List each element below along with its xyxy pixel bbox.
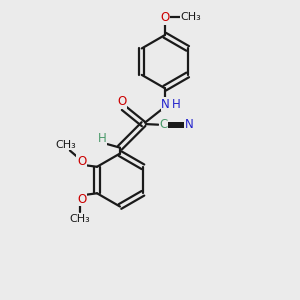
Text: CH₃: CH₃	[56, 140, 76, 150]
Text: O: O	[160, 11, 169, 24]
Text: C: C	[159, 118, 167, 131]
Text: O: O	[77, 155, 86, 168]
Text: H: H	[172, 98, 181, 111]
Text: N: N	[161, 98, 170, 111]
Text: O: O	[117, 95, 127, 108]
Text: N: N	[185, 118, 194, 131]
Text: CH₃: CH₃	[70, 214, 90, 224]
Text: CH₃: CH₃	[181, 13, 202, 22]
Text: H: H	[98, 132, 107, 145]
Text: O: O	[77, 193, 86, 206]
